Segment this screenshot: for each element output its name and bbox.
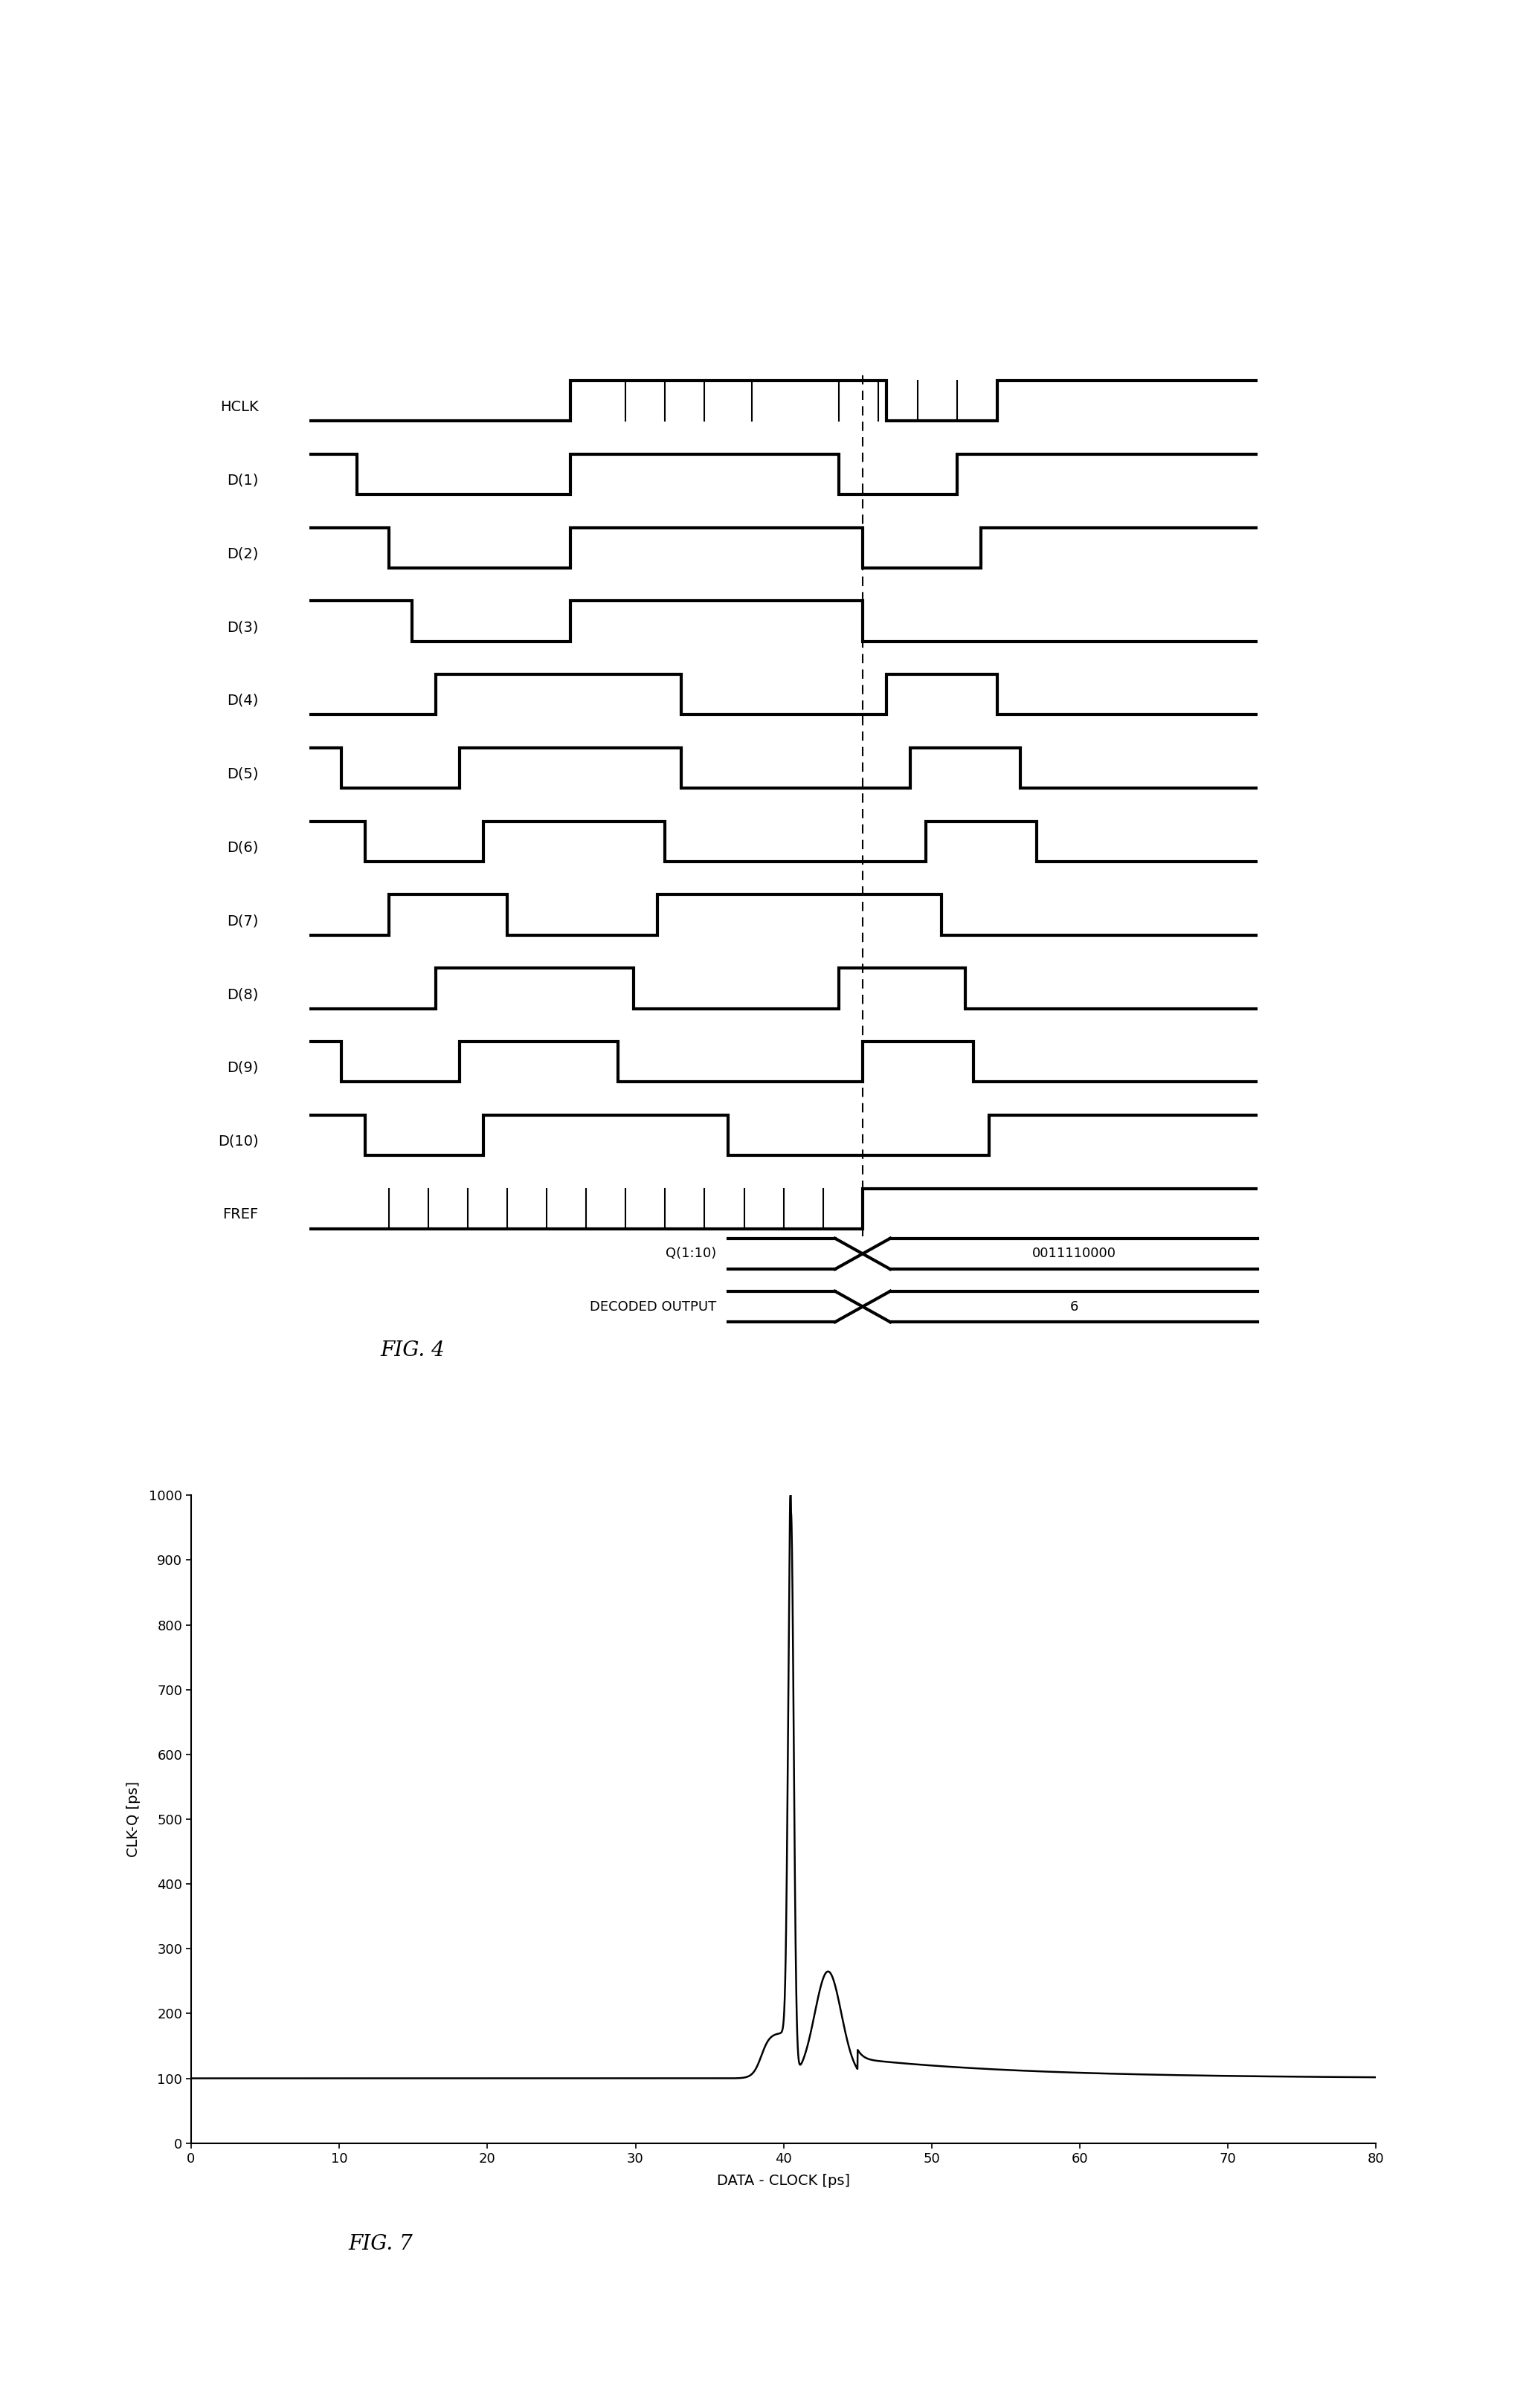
Text: 6: 6: [1070, 1300, 1078, 1312]
Y-axis label: CLK-Q [ps]: CLK-Q [ps]: [127, 1782, 141, 1857]
Text: D(4): D(4): [226, 694, 258, 708]
Text: DECODED OUTPUT: DECODED OUTPUT: [590, 1300, 717, 1312]
Text: FREF: FREF: [222, 1206, 258, 1221]
Text: D(5): D(5): [226, 768, 258, 780]
Text: D(2): D(2): [226, 547, 258, 561]
Text: D(6): D(6): [226, 840, 258, 855]
Text: FIG. 4: FIG. 4: [381, 1341, 445, 1361]
Text: D(8): D(8): [226, 987, 258, 1002]
X-axis label: DATA - CLOCK [ps]: DATA - CLOCK [ps]: [717, 2174, 850, 2186]
Text: D(1): D(1): [226, 474, 258, 486]
Text: FIG. 7: FIG. 7: [349, 2235, 413, 2254]
Text: D(7): D(7): [226, 915, 258, 927]
Text: D(3): D(3): [226, 621, 258, 633]
Text: D(10): D(10): [217, 1134, 258, 1149]
Text: D(9): D(9): [226, 1062, 258, 1074]
Text: 0011110000: 0011110000: [1032, 1247, 1116, 1259]
Text: Q(1:10): Q(1:10): [665, 1247, 717, 1259]
Text: HCLK: HCLK: [220, 400, 258, 414]
